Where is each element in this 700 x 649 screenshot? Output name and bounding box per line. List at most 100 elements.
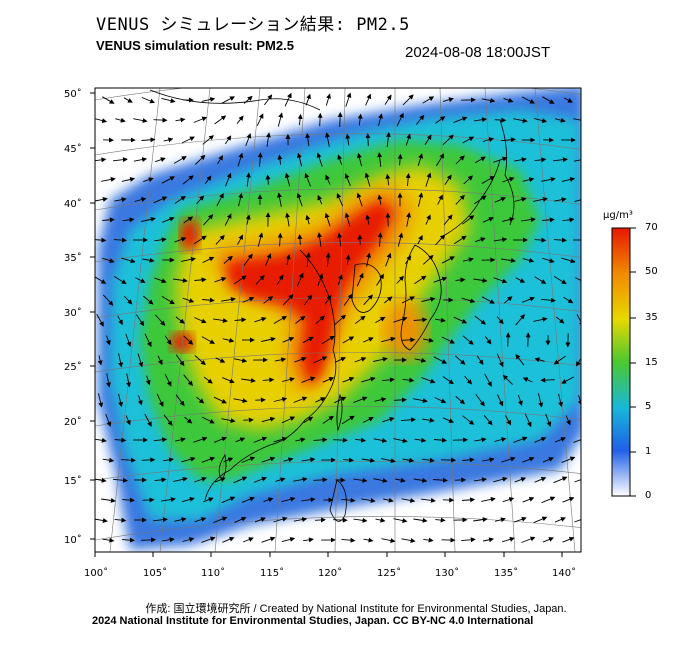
wind-arrow	[395, 477, 406, 483]
wind-arrow	[282, 294, 294, 306]
wind-arrow	[533, 117, 548, 124]
wind-arrow	[322, 415, 334, 424]
wind-arrow	[301, 457, 316, 463]
wind-arrow	[113, 276, 127, 285]
wind-arrow	[554, 437, 566, 443]
wind-arrow	[285, 254, 291, 265]
wind-arrow	[305, 93, 311, 106]
wind-arrow	[221, 297, 236, 302]
lat-label: 45˚	[64, 143, 82, 155]
wind-arrow	[121, 257, 136, 264]
wind-arrow	[194, 154, 206, 165]
wind-arrow	[385, 252, 392, 267]
wind-arrow	[237, 152, 244, 167]
wind-arrow	[203, 376, 213, 384]
wind-arrow	[502, 217, 515, 222]
wind-arrow	[501, 456, 516, 463]
wind-arrow	[401, 296, 415, 304]
wind-arrow	[277, 154, 283, 165]
wind-arrow	[481, 176, 495, 184]
wind-arrow	[225, 172, 232, 187]
wind-arrow	[475, 237, 486, 243]
wind-arrow	[222, 337, 235, 343]
wind-arrow	[122, 537, 135, 543]
wind-arrow	[583, 498, 593, 501]
wind-arrow	[563, 97, 573, 103]
wind-arrow	[356, 152, 363, 167]
wind-arrow	[277, 192, 282, 207]
wind-arrow	[315, 517, 326, 523]
wind-arrow	[405, 255, 412, 265]
wind-arrow	[341, 537, 356, 543]
wind-arrow	[377, 194, 383, 205]
wind-arrow	[522, 497, 535, 503]
wind-arrow	[425, 214, 431, 225]
wind-arrow	[145, 375, 151, 386]
wind-arrow	[484, 373, 492, 387]
wind-arrow	[574, 477, 581, 483]
wind-arrow	[522, 257, 535, 263]
wind-arrow	[393, 518, 408, 523]
lon-label: 135˚	[494, 567, 518, 579]
wind-arrow	[582, 98, 594, 103]
wind-arrow	[424, 134, 432, 145]
wind-arrow	[155, 157, 166, 163]
wind-arrow	[115, 117, 126, 123]
wind-arrow	[574, 516, 581, 523]
wind-arrow	[324, 294, 332, 305]
wind-arrow	[143, 177, 154, 183]
lat-label: 25˚	[64, 361, 82, 373]
wind-arrow	[561, 177, 576, 182]
wind-arrow	[533, 316, 548, 322]
wind-arrow	[353, 517, 368, 523]
wind-arrow	[475, 394, 485, 407]
wind-arrow	[345, 92, 352, 107]
wind-arrow	[414, 437, 427, 443]
wind-arrow	[353, 477, 368, 483]
wind-arrow	[123, 97, 133, 103]
wind-arrow	[541, 496, 556, 504]
wind-arrow	[215, 357, 226, 363]
wind-arrow	[106, 373, 111, 388]
wind-arrow	[382, 377, 395, 383]
wind-arrow	[257, 152, 263, 167]
wind-arrow	[201, 97, 216, 102]
wind-arrow	[153, 517, 168, 523]
wind-arrow	[423, 337, 434, 343]
wind-arrow	[493, 277, 508, 284]
wind-vectors	[95, 92, 594, 543]
wind-arrow	[442, 376, 454, 385]
wind-arrow	[361, 497, 376, 503]
wind-arrow	[374, 397, 387, 403]
lat-label: 40˚	[64, 198, 82, 210]
wind-arrow	[381, 538, 396, 543]
wind-arrow	[175, 117, 186, 123]
wind-arrow	[463, 175, 474, 185]
wind-arrow	[553, 276, 567, 285]
lon-label: 120˚	[318, 567, 342, 579]
wind-arrow	[474, 315, 486, 325]
wind-arrow	[97, 355, 103, 366]
wind-arrow	[442, 417, 455, 423]
wind-arrow	[534, 237, 547, 243]
wind-arrow	[203, 497, 214, 503]
wind-arrow	[295, 437, 306, 443]
wind-arrow	[336, 192, 344, 207]
wind-arrow	[233, 358, 248, 363]
wind-arrow	[553, 355, 566, 365]
wind-arrow	[301, 497, 316, 503]
wind-arrow	[334, 314, 346, 325]
wind-arrow	[333, 437, 348, 443]
wind-arrow	[313, 437, 328, 443]
wind-arrow	[238, 192, 243, 207]
wind-arrow	[434, 397, 447, 404]
wind-arrow	[555, 117, 566, 123]
wind-arrow	[513, 118, 528, 124]
wind-arrow	[542, 257, 555, 263]
wind-arrow	[553, 157, 568, 163]
wind-arrow	[324, 212, 331, 227]
wind-arrow	[481, 496, 496, 502]
wind-arrow	[253, 476, 267, 483]
wind-arrow	[213, 396, 227, 404]
credit-line: 作成: 国立環境研究所 / Created by National Instit…	[145, 603, 567, 615]
